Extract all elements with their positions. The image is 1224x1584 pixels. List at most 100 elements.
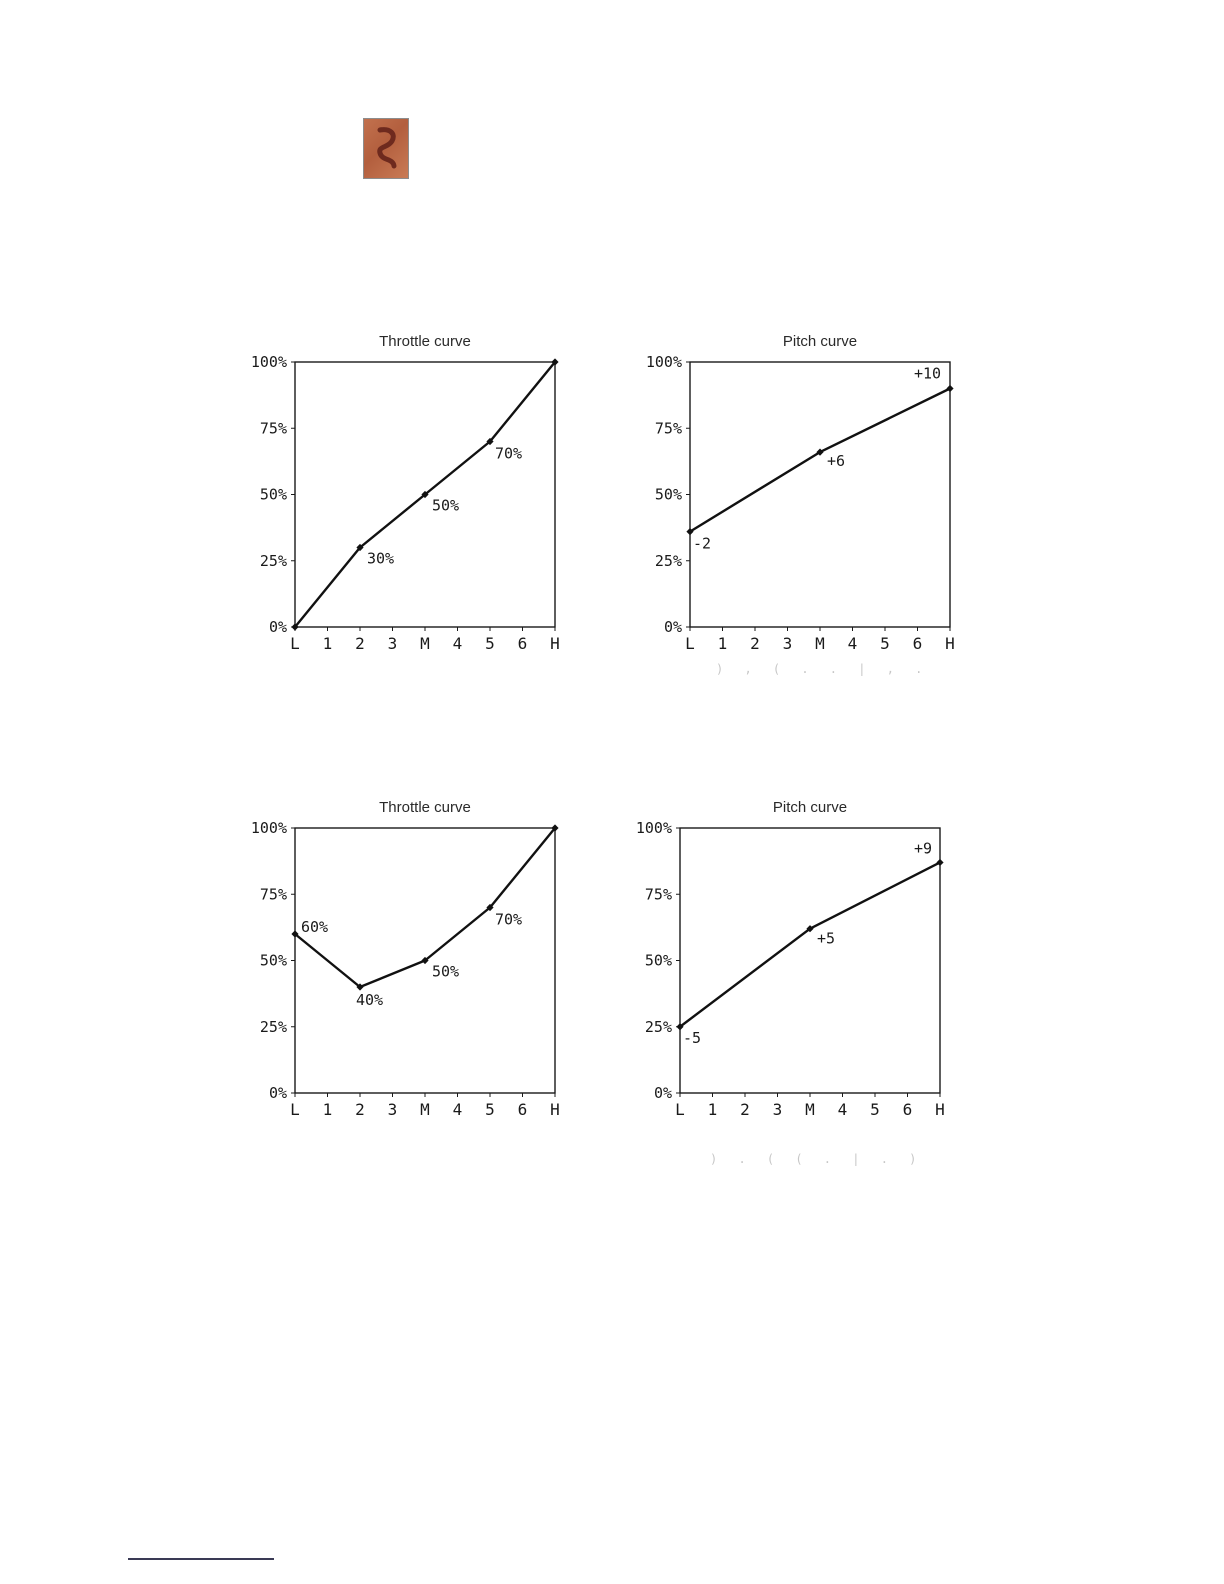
x-axis-tick-label: 5 [485, 634, 495, 653]
data-point-marker [421, 490, 429, 499]
y-axis-tick-label: 0% [269, 1084, 287, 1102]
data-point-marker [946, 384, 954, 393]
y-axis-tick-label: 0% [664, 618, 682, 636]
y-axis-tick-label: 50% [655, 486, 682, 504]
axis-box [689, 361, 951, 628]
x-axis-tick-label: H [550, 1100, 560, 1119]
point-value-label: -5 [683, 1029, 701, 1047]
x-axis-tick-label: 6 [913, 634, 923, 653]
x-axis-tick-label: M [420, 1100, 430, 1119]
x-axis-tick-label: 1 [323, 1100, 333, 1119]
footnote-divider-line [128, 1558, 274, 1560]
x-axis-tick-label: 1 [708, 1100, 718, 1119]
point-value-label: 50% [432, 963, 459, 981]
axis-box [679, 827, 941, 1094]
data-point-marker [291, 930, 299, 938]
x-axis-tick-label: 5 [880, 634, 890, 653]
y-axis-tick-label: 75% [260, 419, 287, 437]
throttle-curve-chart-bottom: Throttle curve 0% 25% 50% 75% 100% L 1 2 3 M 4 5 6 H 60… [230, 796, 590, 1136]
x-axis-tick-label: H [550, 634, 560, 653]
chart-svg: Pitch curve 0% 25% 50% 75% 100% L 1 2 3 M 4 5 6 H -2 +6 +… [646, 333, 955, 653]
y-axis-tick-label: 100% [636, 819, 672, 837]
curve-line [688, 387, 952, 533]
x-axis-tick-label: 2 [355, 1100, 365, 1119]
y-axis-tick-label: 100% [646, 353, 682, 371]
point-value-label: 60% [301, 918, 328, 936]
point-value-label: 70% [495, 445, 522, 463]
faded-text-artifact-top: ) , ( . . | , . [716, 662, 930, 676]
point-value-label: -2 [693, 535, 711, 553]
chart-svg: Pitch curve 0% 25% 50% 75% 100% L 1 2 3 M 4 5 6 H -5 +5 +… [636, 799, 945, 1119]
point-value-label: 50% [432, 497, 459, 515]
point-value-label: +10 [914, 365, 941, 383]
x-axis-tick-label: 1 [718, 634, 728, 653]
data-point-marker [486, 903, 494, 912]
x-axis-tick-label: L [685, 634, 695, 653]
x-axis-tick-label: 4 [453, 1100, 463, 1119]
y-axis-tick-label: 50% [260, 486, 287, 504]
point-value-label: 70% [495, 911, 522, 929]
x-axis-tick-label: 3 [388, 634, 398, 653]
thumbnail-figure-icon [377, 126, 397, 168]
y-axis-tick-label: 100% [251, 819, 287, 837]
x-axis-tick-label: 5 [870, 1100, 880, 1119]
data-point-marker [486, 437, 494, 446]
x-axis-tick-label: L [290, 634, 300, 653]
chart-title: Pitch curve [773, 799, 847, 816]
throttle-curve-chart-top: Throttle curve 0% 25% 50% 75% 100% L 1 2 3 M 4 5 6 H 30… [230, 330, 590, 670]
data-point-marker [936, 858, 944, 867]
y-axis-tick-label: 25% [260, 1018, 287, 1036]
x-axis-tick-label: H [935, 1100, 945, 1119]
y-axis-tick-label: 25% [260, 552, 287, 570]
x-axis-tick-label: M [805, 1100, 815, 1119]
x-axis-tick-label: 4 [848, 634, 858, 653]
point-value-label: +6 [827, 452, 845, 470]
x-axis-tick-label: 5 [485, 1100, 495, 1119]
x-axis-tick-label: 2 [740, 1100, 750, 1119]
data-point-marker [356, 543, 364, 552]
data-point-marker [291, 623, 299, 631]
y-axis-tick-label: 75% [655, 419, 682, 437]
x-axis-tick-label: 6 [903, 1100, 913, 1119]
y-axis-tick-label: 75% [260, 885, 287, 903]
faded-text-artifact-bottom: ) . ( ( . | . ) [710, 1152, 924, 1166]
point-value-label: 40% [356, 991, 383, 1009]
x-axis-tick-label: 3 [388, 1100, 398, 1119]
curve-line [678, 861, 942, 1028]
x-axis-tick-label: 1 [323, 634, 333, 653]
point-value-label: +9 [914, 839, 932, 857]
x-axis-tick-label: 2 [750, 634, 760, 653]
data-point-marker [356, 983, 364, 991]
data-point-marker [806, 925, 814, 933]
point-value-label: +5 [817, 930, 835, 948]
pitch-curve-chart-bottom: Pitch curve 0% 25% 50% 75% 100% L 1 2 3 M 4 5 6 H -5 +5 +… [615, 796, 975, 1136]
x-axis-tick-label: L [290, 1100, 300, 1119]
point-value-label: 30% [367, 550, 394, 568]
chart-title: Throttle curve [379, 333, 471, 350]
x-axis-tick-label: 4 [838, 1100, 848, 1119]
chart-title: Throttle curve [379, 799, 471, 816]
x-axis-tick-label: 3 [783, 634, 793, 653]
y-axis-tick-label: 25% [645, 1018, 672, 1036]
x-axis-tick-label: H [945, 634, 955, 653]
y-axis-tick-label: 75% [645, 885, 672, 903]
y-axis-tick-label: 0% [654, 1084, 672, 1102]
x-axis-tick-label: 4 [453, 634, 463, 653]
data-point-marker [421, 956, 429, 965]
data-point-marker [551, 358, 559, 366]
x-axis-tick-label: 6 [518, 634, 528, 653]
y-axis-tick-label: 50% [645, 952, 672, 970]
x-axis-tick-label: 3 [773, 1100, 783, 1119]
y-axis-tick-label: 25% [655, 552, 682, 570]
x-axis-tick-label: M [815, 634, 825, 653]
data-point-marker [551, 824, 559, 832]
y-axis-tick-label: 0% [269, 618, 287, 636]
chart-svg: Throttle curve 0% 25% 50% 75% 100% L 1 2 3 M 4 5 6 H 30… [251, 333, 560, 653]
x-axis-tick-label: M [420, 634, 430, 653]
x-axis-tick-label: 6 [518, 1100, 528, 1119]
y-axis-tick-label: 50% [260, 952, 287, 970]
pitch-curve-chart-top: Pitch curve 0% 25% 50% 75% 100% L 1 2 3 M 4 5 6 H -2 +6 +… [625, 330, 985, 670]
x-axis-tick-label: 2 [355, 634, 365, 653]
embedded-thumbnail-image [363, 118, 409, 179]
